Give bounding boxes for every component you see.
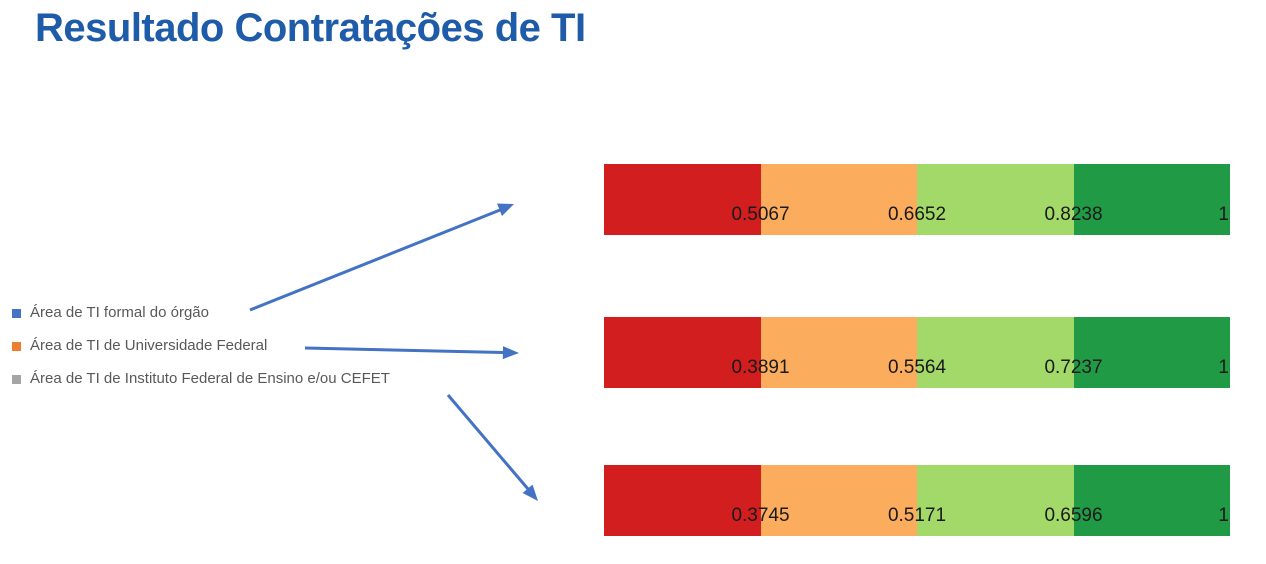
boundary-value-label: 0.8238 (1044, 204, 1103, 225)
segment-dark-green (1073, 164, 1230, 235)
segment-light-green (917, 465, 1074, 536)
segment-orange (760, 317, 917, 388)
legend-item-label: Área de TI formal do órgão (30, 304, 209, 321)
boundary-value-label: 1 (1218, 357, 1229, 378)
segment-red (604, 465, 761, 536)
legend-marker-blue-square (12, 308, 21, 318)
maturity-bar-area-ti-formal: 0.5067 0.6652 0.8238 1 (604, 164, 1230, 235)
legend-marker-orange-square (12, 341, 21, 351)
boundary-value-label: 0.5171 (887, 505, 947, 526)
boundary-value-label: 0.6596 (1044, 505, 1103, 526)
boundary-value-label: 0.6652 (887, 204, 947, 225)
page-title: Resultado Contratações de TI (35, 6, 586, 50)
arrow-to-bar-1 (249, 203, 514, 312)
legend-item-label: Área de TI de Instituto Federal de Ensin… (30, 370, 390, 387)
arrow-line (249, 208, 501, 312)
segment-dark-green (1073, 465, 1230, 536)
arrow-to-bar-3 (446, 394, 538, 501)
arrow-head-icon (522, 484, 538, 501)
arrow-head-icon (497, 203, 514, 216)
maturity-bar-area-ti-universidade: 0.3891 0.5564 0.7237 1 (604, 317, 1230, 388)
boundary-value-label: 1 (1218, 505, 1229, 526)
maturity-bar-area-ti-instituto-cefet: 0.3745 0.5171 0.6596 1 (604, 465, 1230, 536)
legend-item-area-ti-formal: Área de TI formal do órgão (12, 305, 390, 321)
arrow-head-icon (502, 346, 519, 360)
segment-red (604, 317, 761, 388)
segment-light-green (917, 317, 1074, 388)
boundary-value-label: 0.3745 (731, 505, 790, 526)
segment-red (604, 164, 761, 235)
legend-item-area-ti-universidade: Área de TI de Universidade Federal (12, 338, 390, 354)
chart-plot-area: 0.5067 0.6652 0.8238 1 0.3891 0.5564 0.7… (604, 0, 1230, 564)
legend-marker-gray-square (12, 374, 21, 384)
segment-orange (760, 465, 917, 536)
boundary-value-label: 0.3891 (731, 357, 790, 378)
boundary-value-label: 0.5067 (731, 204, 790, 225)
segment-light-green (917, 164, 1074, 235)
legend-item-area-ti-instituto-cefet: Área de TI de Instituto Federal de Ensin… (12, 371, 390, 387)
arrow-line (446, 394, 530, 490)
boundary-value-label: 0.5564 (887, 357, 947, 378)
legend-item-label: Área de TI de Universidade Federal (30, 337, 268, 354)
segment-dark-green (1073, 317, 1230, 388)
segment-orange (760, 164, 917, 235)
boundary-value-label: 0.7237 (1044, 357, 1103, 378)
boundary-value-label: 1 (1218, 204, 1229, 225)
chart-legend: Área de TI formal do órgão Área de TI de… (12, 305, 390, 387)
